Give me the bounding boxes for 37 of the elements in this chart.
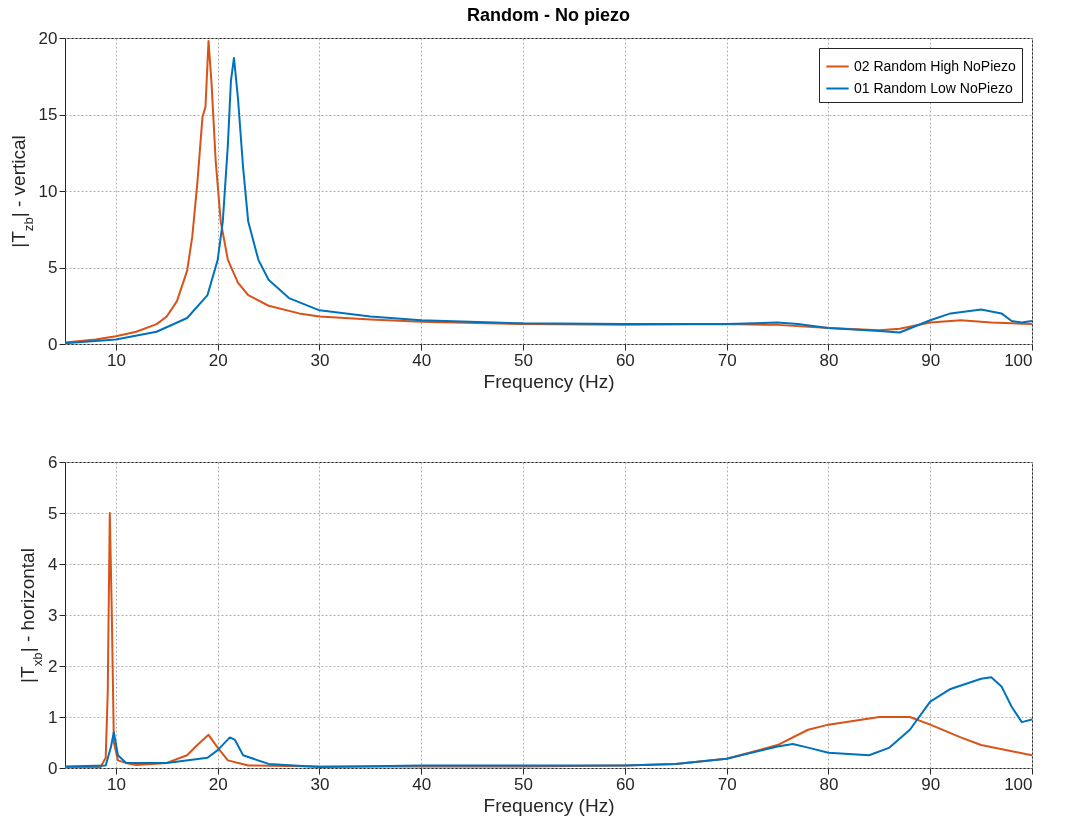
x-tick-label: 80	[819, 774, 839, 794]
x-tick-label: 30	[310, 774, 330, 794]
x-tick-label: 60	[615, 350, 635, 370]
y-tick-label: 4	[48, 554, 58, 574]
x-tick-label: 10	[106, 774, 126, 794]
x-tick-label: 30	[310, 350, 330, 370]
x-tick-label: 100	[1004, 774, 1033, 794]
y-tick-label: 0	[48, 758, 58, 778]
x-axis-title: Frequency (Hz)	[483, 794, 615, 816]
y-tick-label: 0	[48, 334, 58, 354]
x-tick-label: 40	[412, 774, 432, 794]
legend-label: 01 Random Low NoPiezo	[854, 79, 1013, 96]
y-tick-label: 1	[48, 707, 58, 727]
x-tick-label: 50	[514, 350, 534, 370]
x-tick-label: 60	[615, 774, 635, 794]
x-tick-label: 100	[1004, 350, 1033, 370]
y-tick-label: 5	[48, 258, 58, 277]
x-tick-label: 20	[208, 774, 228, 794]
y-tick-label: 2	[48, 656, 58, 676]
x-axis-title: Frequency (Hz)	[483, 370, 615, 392]
x-tick-label: 10	[106, 350, 126, 370]
chart-title: Random - No piezo	[467, 5, 630, 25]
x-tick-label: 90	[921, 350, 941, 370]
y-tick-label: 3	[48, 605, 58, 625]
x-tick-label: 80	[819, 350, 839, 370]
x-tick-label: 40	[412, 350, 432, 370]
x-tick-label: 50	[514, 774, 534, 794]
y-tick-label: 20	[38, 28, 58, 48]
x-tick-label: 90	[921, 774, 941, 794]
y-tick-label: 5	[48, 503, 58, 523]
x-tick-label: 20	[208, 350, 228, 370]
x-tick-label: 70	[717, 350, 737, 370]
y-tick-label: 10	[38, 181, 58, 201]
y-tick-label: 15	[38, 105, 58, 124]
x-tick-label: 70	[717, 774, 737, 794]
legend-label: 02 Random High NoPiezo	[854, 57, 1017, 74]
y-tick-label: 6	[48, 452, 58, 472]
